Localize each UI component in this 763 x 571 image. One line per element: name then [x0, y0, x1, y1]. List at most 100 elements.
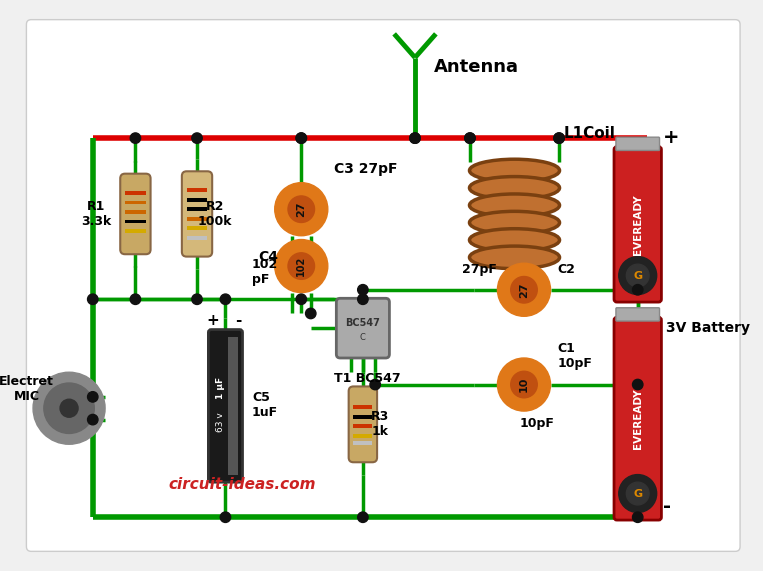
Ellipse shape — [469, 211, 559, 234]
Circle shape — [305, 308, 316, 319]
Circle shape — [130, 294, 140, 304]
Circle shape — [221, 512, 230, 522]
Bar — [353, 405, 372, 409]
Text: 27: 27 — [519, 282, 529, 297]
Circle shape — [60, 399, 78, 417]
Circle shape — [510, 371, 537, 398]
Ellipse shape — [469, 229, 559, 251]
Bar — [125, 200, 146, 204]
Text: BC547: BC547 — [346, 318, 380, 328]
Text: R3
1k: R3 1k — [371, 411, 389, 439]
Circle shape — [465, 133, 475, 143]
Circle shape — [288, 253, 314, 279]
Text: -: - — [235, 313, 241, 328]
Bar — [353, 424, 372, 428]
Circle shape — [275, 239, 328, 292]
Text: 3V Battery: 3V Battery — [666, 321, 750, 335]
Circle shape — [410, 133, 420, 143]
Circle shape — [358, 512, 368, 522]
Circle shape — [370, 379, 381, 390]
Text: Electret
MIC: Electret MIC — [0, 375, 54, 403]
Text: Antenna: Antenna — [434, 58, 519, 76]
Circle shape — [88, 392, 98, 402]
Text: C5
1uF: C5 1uF — [252, 391, 278, 419]
Text: 10pF: 10pF — [520, 417, 554, 430]
Text: R2
100k: R2 100k — [198, 200, 232, 228]
FancyBboxPatch shape — [121, 174, 150, 254]
Text: EVEREADY: EVEREADY — [633, 194, 642, 255]
Bar — [125, 191, 146, 195]
Text: L1Coil: L1Coil — [564, 126, 616, 141]
Ellipse shape — [469, 194, 559, 216]
Circle shape — [88, 294, 98, 304]
Circle shape — [497, 263, 551, 316]
Bar — [187, 198, 208, 202]
Text: C: C — [360, 333, 365, 341]
Bar — [353, 415, 372, 419]
Text: C2: C2 — [557, 263, 575, 276]
Text: 63 v: 63 v — [216, 413, 225, 432]
Bar — [187, 236, 208, 239]
Bar — [187, 226, 208, 230]
FancyBboxPatch shape — [616, 308, 659, 321]
Circle shape — [358, 284, 368, 295]
Text: T1 BC547: T1 BC547 — [334, 372, 401, 385]
Text: 27pF: 27pF — [462, 263, 497, 276]
FancyBboxPatch shape — [349, 387, 377, 463]
Circle shape — [296, 133, 307, 143]
Text: G: G — [633, 489, 642, 500]
Circle shape — [619, 256, 657, 295]
FancyBboxPatch shape — [614, 317, 662, 520]
Text: +: + — [663, 128, 680, 147]
Text: G: G — [633, 271, 642, 282]
Circle shape — [43, 383, 95, 433]
Text: 27: 27 — [296, 202, 306, 217]
Bar — [187, 207, 208, 211]
Text: EVEREADY: EVEREADY — [633, 388, 642, 449]
Circle shape — [633, 284, 643, 295]
Text: R1
3.3k: R1 3.3k — [82, 200, 111, 228]
Circle shape — [192, 294, 202, 304]
Circle shape — [554, 133, 565, 143]
Ellipse shape — [469, 246, 559, 269]
Bar — [125, 229, 146, 233]
FancyBboxPatch shape — [336, 298, 389, 358]
Circle shape — [296, 133, 307, 143]
Circle shape — [88, 415, 98, 425]
FancyBboxPatch shape — [614, 147, 662, 302]
Text: 1 µF: 1 µF — [216, 377, 225, 399]
Circle shape — [626, 264, 649, 287]
Circle shape — [497, 358, 551, 411]
Circle shape — [33, 372, 105, 444]
Circle shape — [296, 294, 307, 304]
Text: 10: 10 — [519, 377, 529, 392]
Ellipse shape — [469, 159, 559, 182]
FancyBboxPatch shape — [27, 19, 740, 552]
Circle shape — [554, 133, 565, 143]
Text: +: + — [207, 313, 219, 328]
Ellipse shape — [469, 176, 559, 199]
Circle shape — [510, 276, 537, 303]
Text: C1
10pF: C1 10pF — [557, 343, 592, 371]
Circle shape — [465, 133, 475, 143]
Bar — [353, 441, 372, 445]
Bar — [187, 217, 208, 220]
Circle shape — [221, 294, 230, 304]
Circle shape — [358, 294, 368, 304]
FancyBboxPatch shape — [208, 329, 243, 482]
Bar — [228, 337, 238, 475]
Circle shape — [130, 133, 140, 143]
Bar — [125, 210, 146, 214]
Bar — [125, 220, 146, 223]
Circle shape — [619, 475, 657, 513]
Circle shape — [275, 183, 328, 236]
Circle shape — [288, 196, 314, 223]
Circle shape — [633, 512, 643, 522]
Text: 102: 102 — [296, 256, 306, 276]
Circle shape — [410, 133, 420, 143]
FancyBboxPatch shape — [182, 171, 212, 256]
Circle shape — [633, 379, 643, 390]
Text: C3 27pF: C3 27pF — [334, 162, 398, 176]
Text: C4: C4 — [259, 250, 278, 264]
Text: circuit-ideas.com: circuit-ideas.com — [169, 477, 316, 492]
